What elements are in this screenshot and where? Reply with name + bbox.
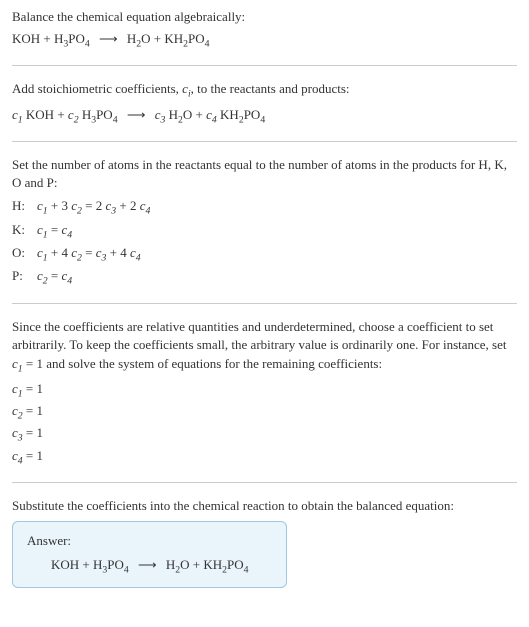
atom-label: H: xyxy=(12,196,37,219)
eq-sub: 4 xyxy=(124,565,129,576)
atom-equation: c1 + 3 c2 = 2 c3 + 2 c4 xyxy=(37,196,158,219)
eq-sub: 4 xyxy=(85,39,90,50)
text-part: Add stoichiometric coefficients, xyxy=(12,81,182,96)
eq-part: H xyxy=(165,107,178,122)
coefficient-value: c4 = 1 xyxy=(12,447,517,468)
atom-equation: c2 = c4 xyxy=(37,266,158,289)
eq-part: H xyxy=(166,557,175,572)
atom-label: O: xyxy=(12,243,37,266)
eq-sub: 4 xyxy=(244,565,249,576)
instruction-text: Since the coefficients are relative quan… xyxy=(12,318,517,376)
eq-part: KOH + H xyxy=(51,557,102,572)
answer-label: Answer: xyxy=(27,532,272,550)
eq-part: O + xyxy=(183,107,206,122)
atom-label: K: xyxy=(12,220,37,243)
section-add-coefficients: Add stoichiometric coefficients, ci, to … xyxy=(12,80,517,126)
table-row: H:c1 + 3 c2 = 2 c3 + 2 c4 xyxy=(12,196,158,219)
eq-part: O + KH xyxy=(141,31,183,46)
text-part: , to the reactants and products: xyxy=(191,81,350,96)
atom-equation: c1 + 4 c2 = c3 + 4 c4 xyxy=(37,243,158,266)
eq-sub: 4 xyxy=(205,39,210,50)
eq-part: H xyxy=(79,107,92,122)
section-balance-title: Balance the chemical equation algebraica… xyxy=(12,8,517,51)
instruction-text: Set the number of atoms in the reactants… xyxy=(12,156,517,192)
atom-equation: c1 = c4 xyxy=(37,220,158,243)
eq-part: KH xyxy=(217,107,239,122)
table-row: O:c1 + 4 c2 = c3 + 4 c4 xyxy=(12,243,158,266)
section-divider xyxy=(12,65,517,66)
coefficient-value: c1 = 1 xyxy=(12,380,517,401)
instruction-text: Balance the chemical equation algebraica… xyxy=(12,8,517,26)
table-row: P:c2 = c4 xyxy=(12,266,158,289)
eq-part: PO xyxy=(107,557,124,572)
instruction-text: Add stoichiometric coefficients, ci, to … xyxy=(12,80,517,101)
eq-part: PO xyxy=(244,107,261,122)
section-atom-balance: Set the number of atoms in the reactants… xyxy=(12,156,517,289)
eq-sub: 4 xyxy=(260,114,265,125)
reaction-arrow: ⟶ xyxy=(138,556,157,574)
section-divider xyxy=(12,482,517,483)
table-row: K:c1 = c4 xyxy=(12,220,158,243)
eq-part: KOH + H xyxy=(12,31,63,46)
reaction-arrow: ⟶ xyxy=(127,106,146,124)
section-divider xyxy=(12,141,517,142)
unbalanced-equation: KOH + H3PO4 ⟶ H2O + KH2PO4 xyxy=(12,30,517,51)
eq-part: PO xyxy=(68,31,85,46)
section-answer: Substitute the coefficients into the che… xyxy=(12,497,517,589)
coefficient-value: c3 = 1 xyxy=(12,424,517,445)
section-solve-coefficients: Since the coefficients are relative quan… xyxy=(12,318,517,468)
eq-part: PO xyxy=(96,107,113,122)
reaction-arrow: ⟶ xyxy=(99,30,118,48)
eq-part: H xyxy=(127,31,136,46)
eq-part: PO xyxy=(188,31,205,46)
balanced-equation: KOH + H3PO4 ⟶ H2O + KH2PO4 xyxy=(27,556,272,577)
answer-box: Answer: KOH + H3PO4 ⟶ H2O + KH2PO4 xyxy=(12,521,287,588)
eq-sub: 4 xyxy=(113,114,118,125)
eq-part: KOH + xyxy=(23,107,68,122)
coefficient-value: c2 = 1 xyxy=(12,402,517,423)
section-divider xyxy=(12,303,517,304)
eq-part: PO xyxy=(227,557,244,572)
instruction-text: Substitute the coefficients into the che… xyxy=(12,497,517,515)
coefficient-solutions: c1 = 1c2 = 1c3 = 1c4 = 1 xyxy=(12,380,517,468)
eq-part: O + KH xyxy=(180,557,222,572)
text-part: Since the coefficients are relative quan… xyxy=(12,319,507,352)
atom-label: P: xyxy=(12,266,37,289)
coef-equation: c1 KOH + c2 H3PO4 ⟶ c3 H2O + c4 KH2PO4 xyxy=(12,106,517,127)
atom-balance-table: H:c1 + 3 c2 = 2 c3 + 2 c4K:c1 = c4O:c1 +… xyxy=(12,196,158,289)
text-part: = 1 and solve the system of equations fo… xyxy=(23,356,382,371)
